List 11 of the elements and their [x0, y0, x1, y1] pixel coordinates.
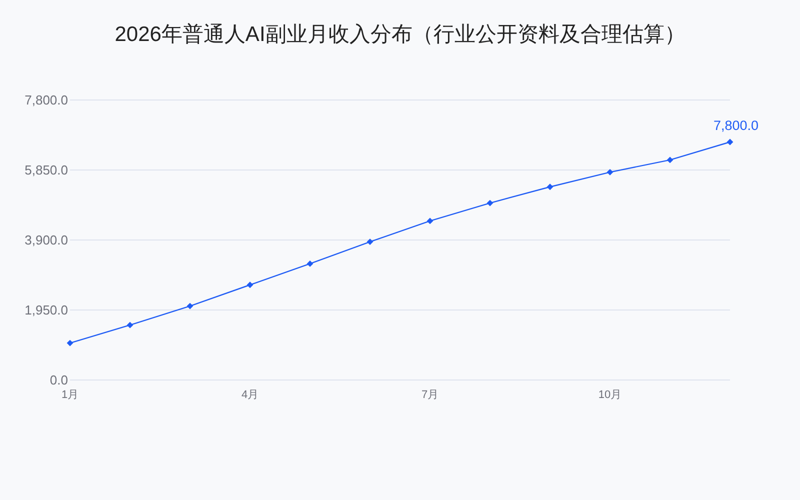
annotation: 7,800.0 — [713, 118, 759, 133]
ytick-label: 5,850.0 — [24, 162, 68, 178]
xtick-label: 1月 — [61, 389, 79, 401]
title: 2026年普通人AI副业月收入分布（行业公开资料及合理估算） — [114, 23, 686, 46]
ytick-label: 3,900.0 — [24, 232, 68, 248]
ytick-label: 0.0 — [50, 372, 68, 388]
xtick-label: 10月 — [598, 389, 622, 401]
ytick-label: 7,800.0 — [24, 92, 68, 108]
xtick-label: 7月 — [421, 389, 439, 401]
xtick-label: 4月 — [241, 389, 259, 401]
ytick-label: 1,950.0 — [24, 302, 68, 318]
